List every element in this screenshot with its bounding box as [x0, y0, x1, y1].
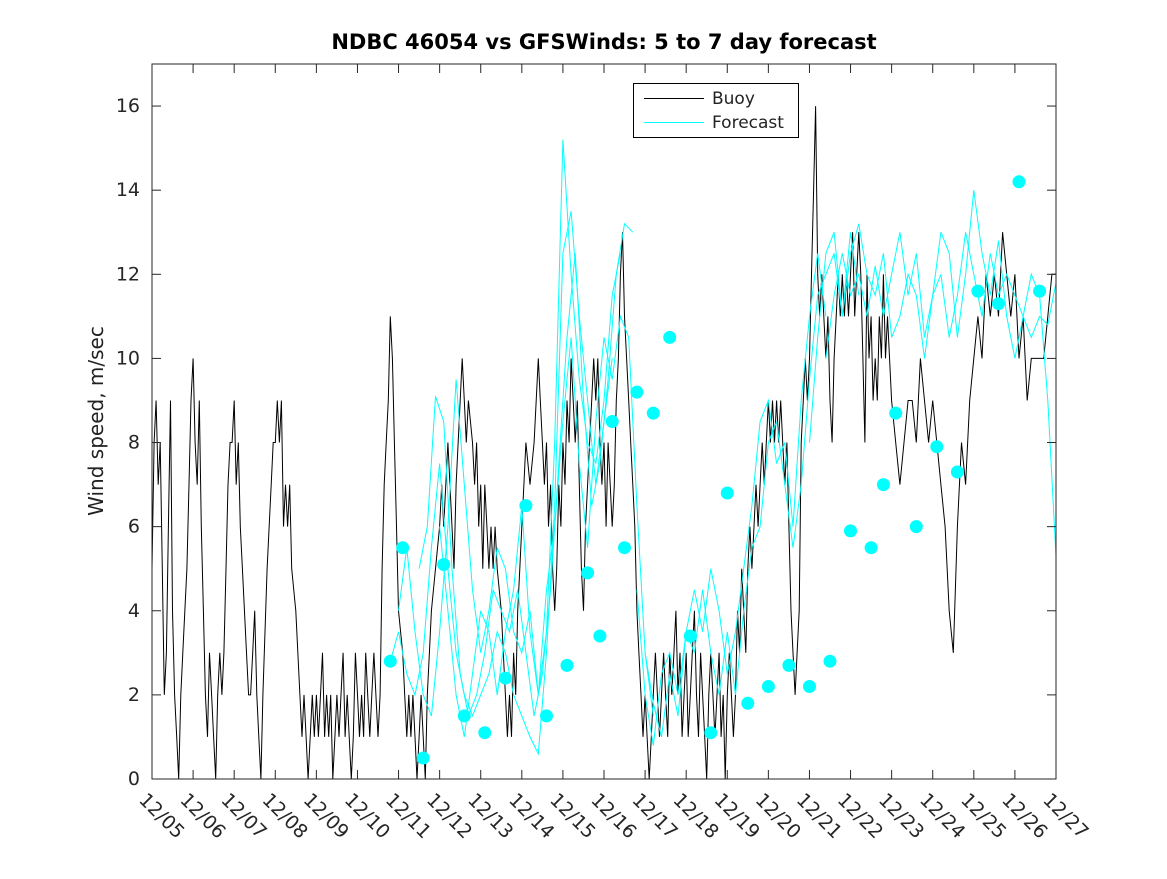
y-tick-label-0: 0 — [128, 768, 140, 790]
forecast-marker-29 — [889, 406, 903, 420]
legend-label-buoy: Buoy — [712, 89, 755, 109]
x-tick-label-12-24: 12/24 — [915, 789, 969, 843]
forecast-marker-32 — [950, 465, 964, 479]
y-tick-label-6: 6 — [128, 516, 140, 538]
x-tick-label-12-05: 12/05 — [134, 789, 188, 843]
x-tick-label-12-11: 12/11 — [381, 789, 435, 843]
x-tick-label-12-15: 12/15 — [545, 789, 599, 843]
x-tick-label-12-17: 12/17 — [628, 789, 682, 843]
forecast-marker-23 — [782, 658, 796, 672]
series-line-forecast-run-1 — [389, 211, 613, 756]
x-tick-label-12-21: 12/21 — [792, 789, 846, 843]
series-line-forecast-run-8 — [825, 232, 1057, 359]
y-tick-label-12: 12 — [116, 263, 140, 285]
forecast-marker-17 — [663, 330, 677, 344]
forecast-marker-20 — [720, 486, 734, 500]
x-tick-label-12-20: 12/20 — [751, 789, 805, 843]
forecast-marker-9 — [540, 709, 553, 723]
forecast-marker-10 — [560, 658, 574, 672]
x-tick-label-12-14: 12/14 — [504, 789, 558, 843]
x-tick-label-12-25: 12/25 — [956, 789, 1010, 843]
forecast-marker-5 — [457, 709, 471, 723]
forecast-marker-4 — [437, 558, 451, 571]
x-tick-label-12-23: 12/23 — [874, 789, 928, 843]
y-tick-label-10: 10 — [116, 347, 140, 369]
forecast-marker-30 — [909, 520, 923, 534]
forecast-marker-2 — [396, 541, 410, 555]
forecast-marker-35 — [1012, 175, 1026, 189]
forecast-marker-1 — [383, 654, 397, 668]
x-tick-label-12-22: 12/22 — [833, 789, 887, 843]
legend-swatch-buoy — [644, 98, 704, 99]
forecast-marker-18 — [683, 629, 697, 643]
data-layer — [151, 106, 1057, 780]
forecast-marker-27 — [864, 541, 878, 555]
forecast-marker-36 — [1033, 284, 1047, 298]
forecast-marker-8 — [519, 499, 533, 513]
forecast-marker-34 — [992, 297, 1005, 311]
series-line-forecast-run-4 — [439, 314, 654, 737]
forecast-marker-31 — [930, 440, 944, 454]
x-tick-label-12-09: 12/09 — [299, 789, 353, 843]
forecast-marker-6 — [478, 726, 492, 740]
x-tick-label-12-26: 12/26 — [997, 789, 1051, 843]
forecast-marker-11 — [581, 566, 595, 580]
forecast-marker-12 — [593, 629, 607, 643]
x-tick-label-12-27: 12/27 — [1038, 789, 1092, 843]
forecast-marker-28 — [876, 478, 890, 492]
y-tick-label-14: 14 — [116, 179, 140, 201]
x-tick-label-12-19: 12/19 — [710, 789, 764, 843]
chart-title: NDBC 46054 vs GFSWinds: 5 to 7 day forec… — [331, 30, 877, 54]
forecast-marker-25 — [823, 654, 837, 668]
forecast-marker-15 — [630, 385, 644, 399]
legend-entry-forecast: Forecast — [634, 111, 798, 135]
forecast-marker-3 — [416, 751, 430, 765]
forecast-marker-24 — [803, 680, 816, 693]
y-tick-label-8: 8 — [128, 432, 140, 454]
series-line-forecast-run-2 — [398, 139, 621, 717]
legend-swatch-forecast — [644, 122, 704, 123]
forecast-marker-19 — [704, 726, 718, 740]
y-tick-label-16: 16 — [116, 95, 140, 117]
x-tick-label-12-10: 12/10 — [340, 789, 394, 843]
x-tick-label-12-06: 12/06 — [176, 789, 230, 843]
forecast-marker-13 — [605, 415, 619, 428]
x-tick-label-12-13: 12/13 — [463, 789, 517, 843]
y-axis-label: Wind speed, m/sec — [84, 326, 108, 516]
y-tick-label-2: 2 — [128, 684, 140, 706]
series-line-forecast-run-5 — [636, 253, 827, 746]
x-tick-label-12-16: 12/16 — [586, 789, 640, 843]
legend-entry-buoy: Buoy — [634, 87, 798, 111]
y-tick-label-4: 4 — [128, 600, 140, 622]
forecast-marker-16 — [646, 406, 660, 420]
forecast-marker-26 — [844, 524, 857, 538]
forecast-marker-14 — [618, 541, 631, 555]
legend-label-forecast: Forecast — [712, 113, 784, 133]
forecast-marker-7 — [498, 671, 512, 685]
x-tick-label-12-12: 12/12 — [422, 789, 476, 843]
x-tick-label-12-18: 12/18 — [669, 789, 723, 843]
legend: Buoy Forecast — [633, 83, 799, 138]
series-line-forecast-run-3 — [418, 222, 634, 718]
x-tick-label-12-07: 12/07 — [217, 789, 271, 843]
forecast-marker-33 — [971, 284, 985, 298]
x-tick-label-12-08: 12/08 — [258, 789, 312, 843]
forecast-marker-21 — [741, 696, 755, 710]
forecast-marker-22 — [761, 680, 775, 693]
